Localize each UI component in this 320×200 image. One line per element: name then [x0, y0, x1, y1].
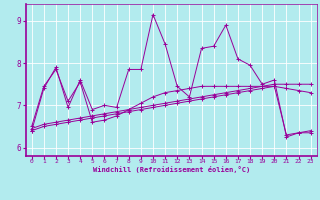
X-axis label: Windchill (Refroidissement éolien,°C): Windchill (Refroidissement éolien,°C) — [92, 166, 250, 173]
